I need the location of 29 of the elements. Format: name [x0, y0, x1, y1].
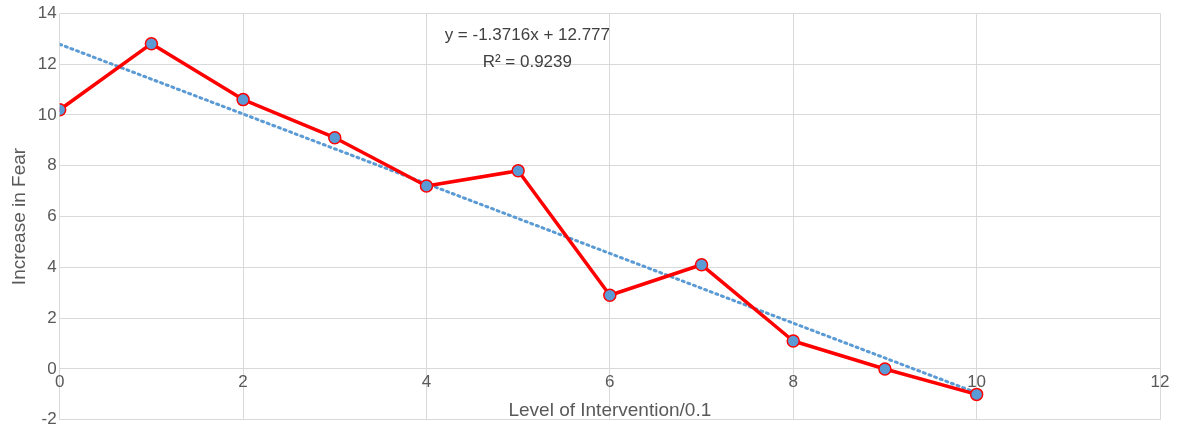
point: [878, 362, 892, 376]
point: [786, 334, 800, 348]
annotation: R² = 0.9239: [482, 51, 572, 71]
x-tick-label: 10: [967, 371, 987, 391]
y-tick-label: 6: [47, 206, 57, 226]
point: [328, 130, 342, 145]
point: [694, 258, 709, 272]
x-axis-title: Level of Intervention/0.1: [508, 399, 712, 421]
y-tick-label: -2: [41, 409, 57, 429]
y-tick-label: 14: [37, 2, 57, 22]
y-axis-title: Increase in Fear: [7, 147, 29, 286]
point: [144, 36, 159, 51]
y-tick-label: 12: [37, 53, 57, 73]
x-tick-label: 6: [605, 371, 615, 391]
x-tick-label: 8: [788, 371, 798, 391]
y-tick-label: 0: [47, 358, 57, 378]
annotation: y = -1.3716x + 12.777: [444, 24, 611, 44]
point: [511, 164, 525, 178]
y-tick-label: 8: [47, 155, 57, 175]
x-tick-label: 2: [238, 371, 248, 391]
x-tick-label: 4: [421, 371, 432, 391]
point: [419, 179, 434, 193]
x-tick-label: 12: [1150, 371, 1170, 391]
point: [969, 387, 984, 402]
point: [236, 92, 250, 107]
y-tick-label: 4: [47, 257, 57, 277]
y-tick-label: 2: [47, 307, 57, 327]
y-tick-label: 10: [37, 104, 57, 124]
point: [603, 288, 617, 303]
